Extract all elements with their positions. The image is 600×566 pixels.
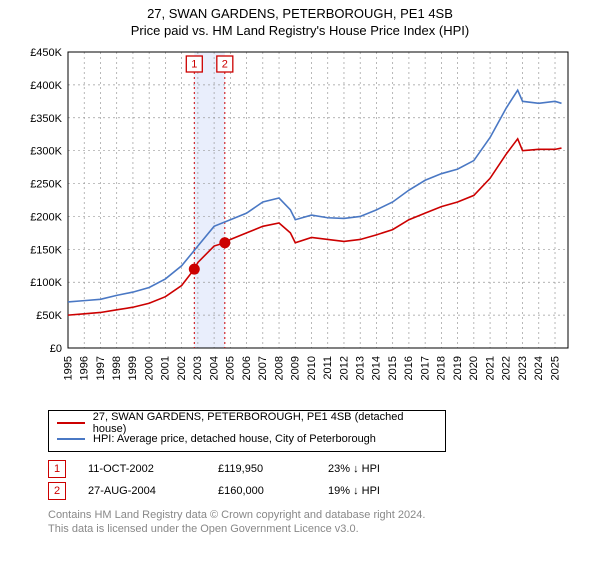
sale-badge-label: 2	[54, 485, 60, 497]
svg-text:2014: 2014	[371, 356, 383, 380]
svg-text:1997: 1997	[95, 356, 107, 380]
footer-line2: This data is licensed under the Open Gov…	[48, 522, 576, 536]
svg-text:2007: 2007	[257, 356, 269, 380]
sale-price: £160,000	[218, 485, 328, 497]
svg-text:2019: 2019	[452, 356, 464, 380]
svg-text:2009: 2009	[290, 356, 302, 380]
svg-text:2016: 2016	[403, 356, 415, 380]
svg-text:£200K: £200K	[30, 211, 62, 223]
sale-diff: 23% ↓ HPI	[328, 463, 418, 475]
svg-text:2015: 2015	[387, 356, 399, 380]
footer: Contains HM Land Registry data © Crown c…	[48, 508, 576, 537]
svg-text:2006: 2006	[241, 356, 253, 380]
svg-text:£50K: £50K	[36, 310, 62, 322]
svg-text:2025: 2025	[549, 356, 561, 380]
sale-badge-label: 1	[54, 463, 60, 475]
legend: 27, SWAN GARDENS, PETERBOROUGH, PE1 4SB …	[48, 410, 446, 452]
legend-swatch	[57, 438, 85, 440]
sales-table: 1 11-OCT-2002 £119,950 23% ↓ HPI 2 27-AU…	[48, 458, 576, 502]
svg-text:1999: 1999	[127, 356, 139, 380]
svg-text:£0: £0	[50, 343, 62, 355]
svg-text:2001: 2001	[160, 356, 172, 380]
legend-row-property: 27, SWAN GARDENS, PETERBOROUGH, PE1 4SB …	[57, 415, 437, 431]
sale-date: 27-AUG-2004	[88, 485, 218, 497]
svg-text:2008: 2008	[273, 356, 285, 380]
legend-swatch	[57, 422, 85, 424]
svg-text:1995: 1995	[62, 356, 74, 380]
legend-label: 27, SWAN GARDENS, PETERBOROUGH, PE1 4SB …	[93, 411, 437, 435]
svg-text:2003: 2003	[192, 356, 204, 380]
sale-row: 1 11-OCT-2002 £119,950 23% ↓ HPI	[48, 458, 576, 480]
svg-text:2005: 2005	[225, 356, 237, 380]
price-chart: £0 £50K £100K £150K £200K £250K £300K £350K £400…	[20, 44, 580, 404]
sale-badge: 1	[48, 460, 66, 478]
svg-text:2002: 2002	[176, 356, 188, 380]
svg-text:2020: 2020	[468, 356, 480, 380]
svg-text:£300K: £300K	[30, 146, 62, 158]
svg-text:2004: 2004	[208, 356, 220, 380]
svg-text:£450K: £450K	[30, 47, 62, 59]
svg-text:£100K: £100K	[30, 277, 62, 289]
svg-text:2010: 2010	[306, 356, 318, 380]
sale-date: 11-OCT-2002	[88, 463, 218, 475]
page-title: 27, SWAN GARDENS, PETERBOROUGH, PE1 4SB	[0, 6, 600, 21]
svg-text:2012: 2012	[338, 356, 350, 380]
sale-price: £119,950	[218, 463, 328, 475]
svg-text:2: 2	[222, 59, 228, 71]
svg-text:1996: 1996	[79, 356, 91, 380]
sale-row: 2 27-AUG-2004 £160,000 19% ↓ HPI	[48, 480, 576, 502]
chart-svg: £0 £50K £100K £150K £200K £250K £300K £350K £400…	[20, 44, 580, 404]
sale-diff: 19% ↓ HPI	[328, 485, 418, 497]
svg-text:2000: 2000	[143, 356, 155, 380]
svg-text:2022: 2022	[501, 356, 513, 380]
svg-text:1998: 1998	[111, 356, 123, 380]
svg-text:2013: 2013	[355, 356, 367, 380]
svg-text:£150K: £150K	[30, 244, 62, 256]
svg-text:2017: 2017	[419, 356, 431, 380]
svg-text:2023: 2023	[517, 356, 529, 380]
page-subtitle: Price paid vs. HM Land Registry's House …	[0, 23, 600, 38]
svg-text:£400K: £400K	[30, 80, 62, 92]
footer-line1: Contains HM Land Registry data © Crown c…	[48, 508, 576, 522]
svg-text:2021: 2021	[484, 356, 496, 380]
sale-badge: 2	[48, 482, 66, 500]
svg-text:£350K: £350K	[30, 113, 62, 125]
legend-label: HPI: Average price, detached house, City…	[93, 433, 376, 445]
svg-text:2018: 2018	[436, 356, 448, 380]
svg-text:£250K: £250K	[30, 179, 62, 191]
svg-text:1: 1	[191, 59, 197, 71]
svg-text:2024: 2024	[533, 356, 545, 380]
svg-text:2011: 2011	[322, 356, 334, 380]
